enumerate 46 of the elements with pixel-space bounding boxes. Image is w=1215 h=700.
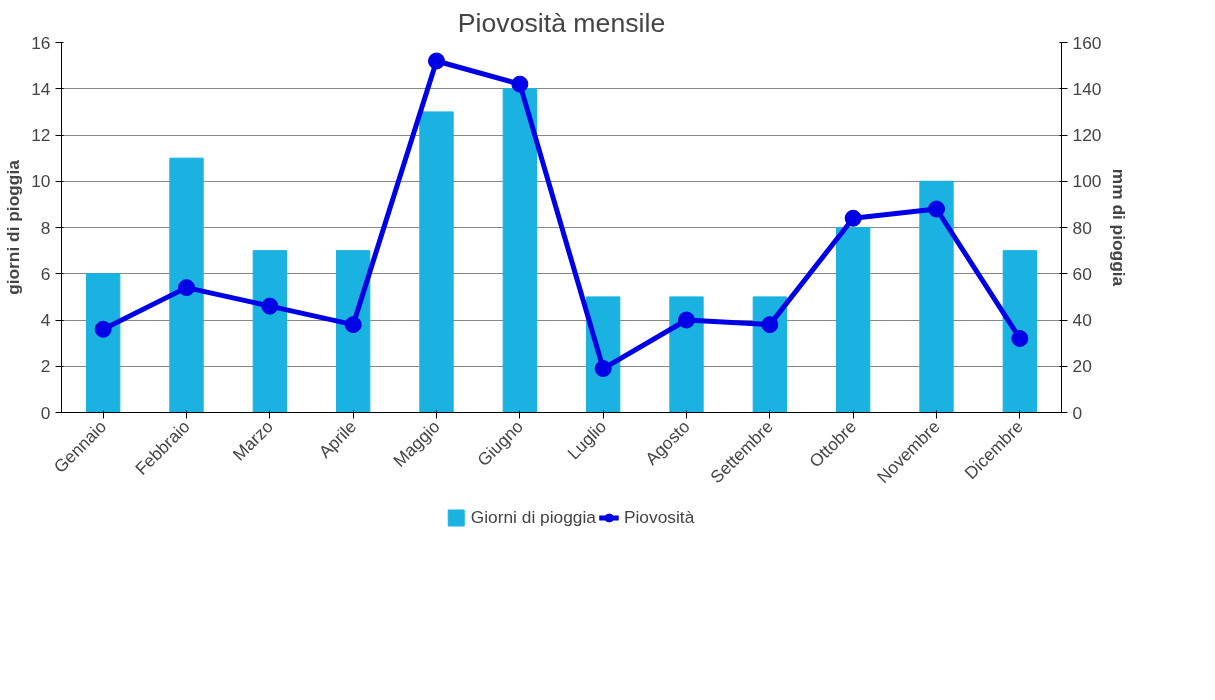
y2-tick-label: 20 — [1072, 356, 1092, 377]
y-tick-label: 12 — [31, 125, 51, 145]
legend-label: Piovosità — [623, 506, 695, 528]
y-tick-label: 2 — [40, 356, 51, 377]
point — [844, 209, 862, 227]
y2-tick-label: 0 — [1072, 402, 1083, 423]
y-tick-label: 8 — [40, 217, 51, 238]
y-tick-label: 14 — [31, 78, 51, 99]
point — [94, 320, 112, 338]
bar — [169, 157, 204, 413]
point — [678, 311, 695, 329]
y-axis-title: giorni di pioggia — [3, 159, 24, 295]
legend-label: Giorni di pioggia — [470, 506, 596, 528]
point — [1011, 330, 1029, 347]
y2-tick-label: 40 — [1072, 310, 1092, 330]
bar — [836, 227, 871, 413]
bar — [1002, 250, 1037, 413]
y-tick-label: 0 — [40, 402, 51, 423]
point — [594, 360, 612, 378]
y2-tick-label: 140 — [1072, 78, 1102, 99]
y-tick-label: 4 — [40, 310, 51, 330]
point — [928, 200, 945, 218]
bar — [919, 180, 954, 413]
y2-tick-label: 160 — [1072, 32, 1102, 53]
y2-tick-label: 60 — [1072, 263, 1092, 284]
y-tick-label: 6 — [40, 263, 51, 284]
y2-tick-label: 80 — [1072, 217, 1092, 238]
bar — [502, 88, 537, 413]
y2-tick-label: 120 — [1072, 125, 1102, 145]
point — [344, 316, 362, 334]
y-tick-label: 10 — [31, 171, 51, 192]
chart-title: Piovosità mensile — [457, 7, 666, 38]
bar — [86, 273, 121, 413]
bar — [669, 296, 704, 413]
bar — [752, 296, 787, 413]
y2-axis-title: mm di pioggia — [1109, 168, 1130, 287]
point — [428, 52, 445, 70]
point — [261, 297, 279, 315]
bar — [419, 111, 454, 413]
bar — [336, 250, 371, 413]
point — [511, 75, 529, 93]
point — [761, 316, 779, 334]
y2-tick-label: 100 — [1072, 171, 1102, 192]
point — [178, 279, 195, 297]
bar — [252, 250, 287, 413]
y-tick-label: 16 — [31, 32, 51, 53]
